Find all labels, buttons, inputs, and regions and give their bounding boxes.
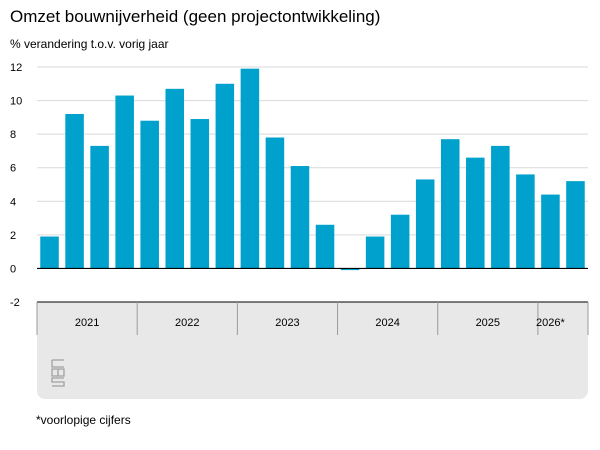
bar bbox=[390, 214, 410, 269]
bar bbox=[115, 95, 134, 269]
bar bbox=[440, 139, 460, 269]
bar-chart: -2 0 2 4 6 8 10 12 2021 2022 2023 2024 2025 2026* bbox=[10, 62, 589, 399]
bar bbox=[290, 166, 310, 269]
y-tick-label: 2 bbox=[10, 230, 16, 242]
x-tick-label: 2022 bbox=[175, 317, 199, 329]
y-tick-label: 0 bbox=[10, 263, 16, 275]
bar bbox=[240, 68, 260, 269]
bar bbox=[566, 181, 585, 269]
y-tick-label: 10 bbox=[10, 96, 22, 108]
bar bbox=[140, 120, 159, 269]
bar bbox=[365, 236, 385, 269]
y-tick-label: 8 bbox=[10, 129, 16, 141]
x-axis-band bbox=[37, 302, 588, 335]
x-tick-label: 2026* bbox=[536, 317, 565, 329]
bar bbox=[165, 88, 185, 269]
bar bbox=[516, 174, 535, 269]
x-tick-label: 2023 bbox=[275, 317, 299, 329]
y-tick-label: 4 bbox=[10, 196, 16, 208]
y-tick-label: 6 bbox=[10, 163, 16, 175]
bar bbox=[215, 83, 235, 269]
y-axis-unit-label: % verandering t.o.v. vorig jaar bbox=[10, 37, 169, 51]
y-tick-label: -2 bbox=[10, 297, 20, 309]
y-tick-label: 12 bbox=[10, 62, 22, 74]
bar bbox=[65, 114, 84, 269]
bar bbox=[340, 268, 360, 271]
cbs-logo-icon bbox=[51, 359, 65, 387]
x-tick-label: 2024 bbox=[375, 317, 399, 329]
bar bbox=[415, 179, 435, 269]
bar bbox=[315, 224, 335, 269]
footnote: *voorlopige cijfers bbox=[36, 413, 131, 427]
bar bbox=[466, 157, 485, 269]
bar bbox=[40, 236, 59, 269]
bar bbox=[190, 119, 210, 269]
source-panel bbox=[37, 335, 588, 399]
x-tick-label: 2025 bbox=[476, 317, 500, 329]
bar bbox=[541, 194, 560, 269]
bar bbox=[491, 145, 510, 269]
x-tick-label: 2021 bbox=[75, 317, 99, 329]
chart-title: Omzet bouwnijverheid (geen projectontwik… bbox=[10, 7, 381, 26]
bar bbox=[265, 137, 285, 269]
bar bbox=[90, 145, 109, 269]
